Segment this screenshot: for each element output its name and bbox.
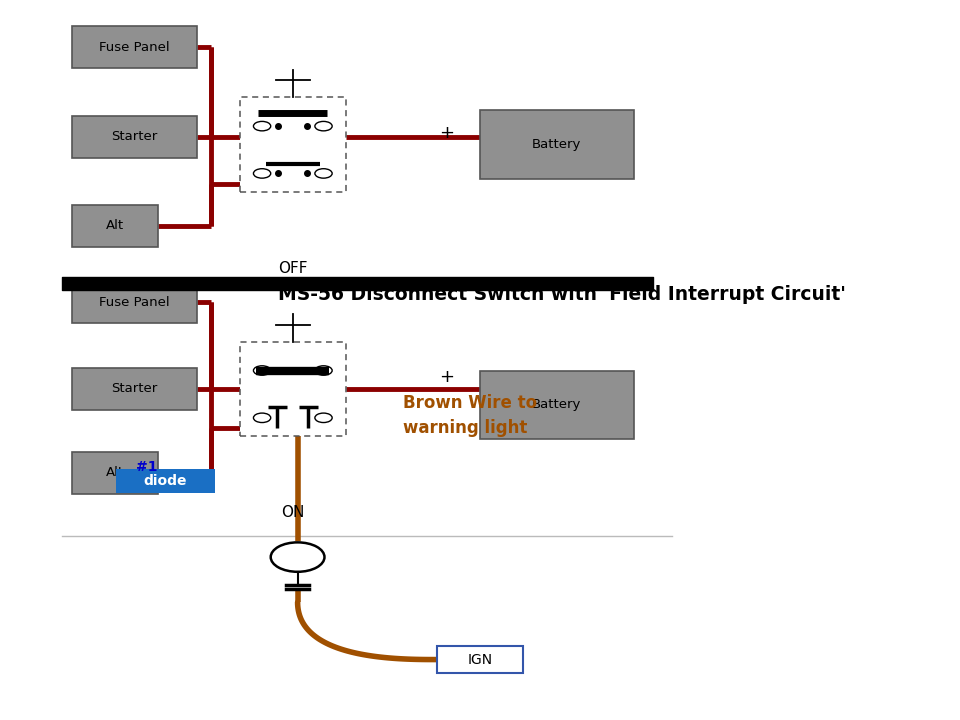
FancyBboxPatch shape xyxy=(72,205,158,247)
Circle shape xyxy=(253,413,271,423)
Circle shape xyxy=(253,168,271,178)
FancyBboxPatch shape xyxy=(72,116,197,158)
Text: Battery: Battery xyxy=(532,398,582,411)
Text: Brown Wire to
warning light: Brown Wire to warning light xyxy=(403,394,538,437)
Text: OFF: OFF xyxy=(278,261,307,276)
Text: IGN: IGN xyxy=(468,652,492,667)
Text: Fuse Panel: Fuse Panel xyxy=(99,296,170,309)
FancyBboxPatch shape xyxy=(480,110,634,179)
Text: ON: ON xyxy=(281,505,304,520)
FancyBboxPatch shape xyxy=(437,647,523,672)
Text: Fuse Panel: Fuse Panel xyxy=(99,41,170,54)
FancyBboxPatch shape xyxy=(240,341,346,436)
Text: #1: #1 xyxy=(136,459,157,474)
Circle shape xyxy=(253,122,271,131)
Circle shape xyxy=(315,168,332,178)
Text: +: + xyxy=(439,369,454,387)
FancyBboxPatch shape xyxy=(240,97,346,192)
Text: +: + xyxy=(439,124,454,142)
FancyBboxPatch shape xyxy=(72,282,197,323)
Text: Alt: Alt xyxy=(107,467,124,480)
Text: diode: diode xyxy=(143,474,187,488)
FancyBboxPatch shape xyxy=(72,452,158,494)
FancyBboxPatch shape xyxy=(116,469,215,493)
Text: Battery: Battery xyxy=(532,138,582,151)
Text: Starter: Starter xyxy=(111,130,157,143)
FancyBboxPatch shape xyxy=(72,26,197,68)
FancyBboxPatch shape xyxy=(480,371,634,438)
Circle shape xyxy=(315,413,332,423)
FancyBboxPatch shape xyxy=(72,368,197,410)
Circle shape xyxy=(253,366,271,375)
Text: Alt: Alt xyxy=(107,220,124,233)
Circle shape xyxy=(315,122,332,131)
Circle shape xyxy=(315,366,332,375)
Text: Starter: Starter xyxy=(111,382,157,395)
Text: MS-56 Disconnect Switch with 'Field Interrupt Circuit': MS-56 Disconnect Switch with 'Field Inte… xyxy=(277,285,846,304)
